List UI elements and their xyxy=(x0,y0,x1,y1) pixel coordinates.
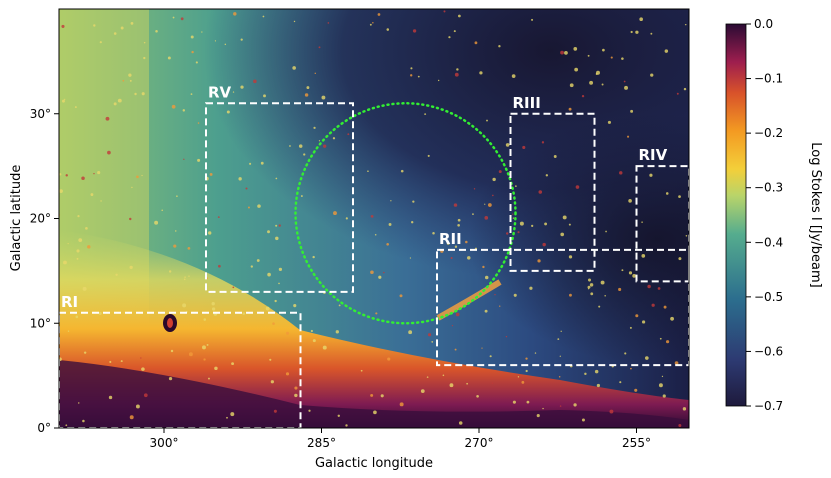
y-axis-label: Galactic latitude xyxy=(9,165,24,272)
colorbar-tick-label: −0.7 xyxy=(754,399,783,413)
colorbar-tick-label: −0.4 xyxy=(754,235,783,249)
colorbar-tick-label: 0.0 xyxy=(754,17,773,31)
colorbar-ticks: 0.0 −0.1 −0.2 −0.3 −0.4 −0.5 −0.6 −0.7 xyxy=(746,17,783,413)
y-tick-label: 20° xyxy=(30,212,51,226)
colorbar-tick-label: −0.6 xyxy=(754,344,783,358)
region-label-rii: RII xyxy=(439,230,462,248)
x-tick-label: 300° xyxy=(150,436,179,450)
colorbar xyxy=(726,24,746,406)
colorbar-tick-label: −0.5 xyxy=(754,290,783,304)
x-axis-ticks: 300° 285° 270° 255° xyxy=(150,428,651,450)
colorbar-tick-label: −0.1 xyxy=(754,72,783,86)
point-sources xyxy=(59,10,688,428)
x-axis-label: Galactic longitude xyxy=(315,456,433,471)
colorbar-tick-label: −0.2 xyxy=(754,126,783,140)
y-tick-label: 0° xyxy=(37,421,51,435)
x-tick-label: 285° xyxy=(307,436,336,450)
colorbar-label: Log Stokes I [Jy/beam] xyxy=(808,142,823,288)
y-tick-label: 10° xyxy=(30,316,51,330)
region-label-riv: RIV xyxy=(639,146,668,164)
region-box-rv xyxy=(205,102,354,293)
region-label-ri: RI xyxy=(61,293,78,311)
y-tick-label: 30° xyxy=(30,107,51,121)
green-dotted-circle xyxy=(294,102,517,325)
region-label-rv: RV xyxy=(208,83,232,101)
x-tick-label: 255° xyxy=(622,436,651,450)
y-axis-ticks: 0° 10° 20° 30° xyxy=(30,107,59,435)
region-label-riii: RIII xyxy=(513,94,541,112)
colorbar-tick-label: −0.3 xyxy=(754,181,783,195)
sky-map-image xyxy=(59,9,689,428)
x-tick-label: 270° xyxy=(465,436,494,450)
